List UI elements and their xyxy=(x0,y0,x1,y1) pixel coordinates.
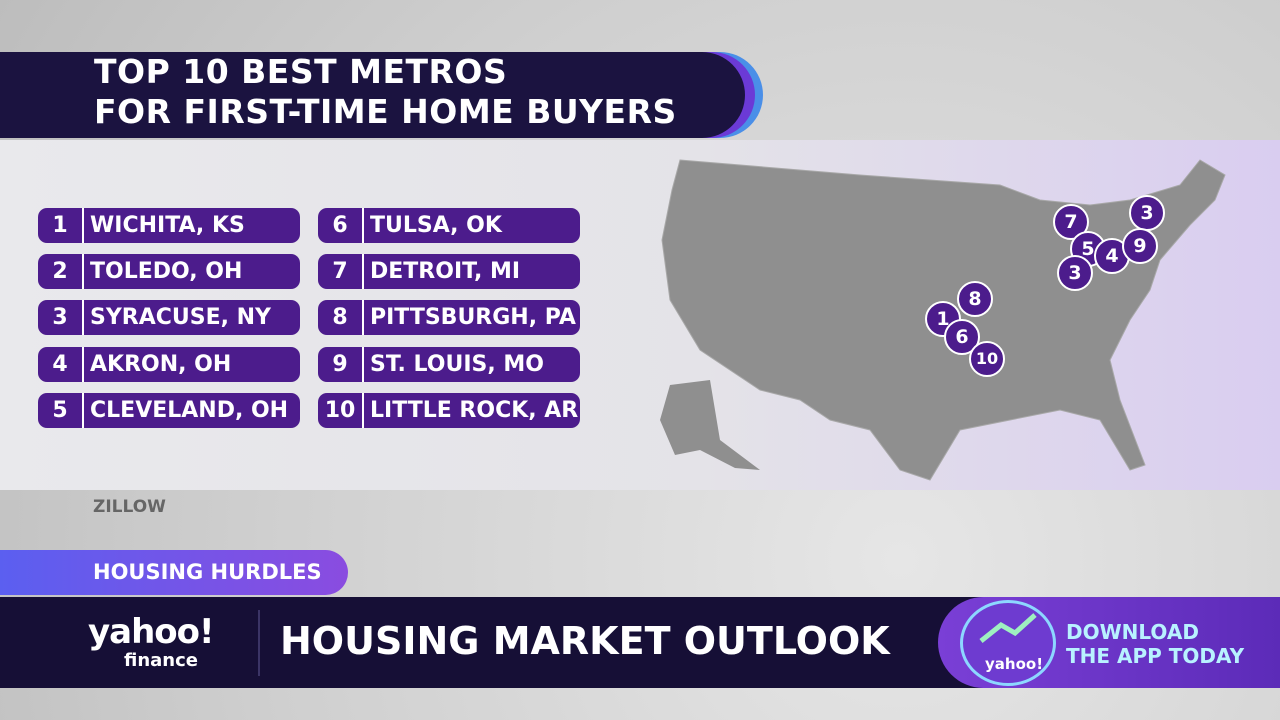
map-marker: 10 xyxy=(969,341,1005,377)
metro: ST. LOUIS, MO xyxy=(370,352,544,377)
map-marker: 8 xyxy=(957,281,993,317)
metro: TOLEDO, OH xyxy=(90,259,243,284)
brand-logo: yahoo! xyxy=(88,612,215,652)
rank: 9 xyxy=(318,347,364,382)
metro: LITTLE ROCK, AR xyxy=(370,398,579,423)
promo-line: DOWNLOAD xyxy=(1066,620,1199,644)
app-icon xyxy=(960,600,1056,686)
promo-text: DOWNLOAD THE APP TODAY xyxy=(1066,620,1244,668)
rank: 6 xyxy=(318,208,364,243)
list-item: 2 TOLEDO, OH xyxy=(38,254,300,289)
headline: HOUSING MARKET OUTLOOK xyxy=(280,619,890,663)
metro: PITTSBURGH, PA xyxy=(370,305,576,330)
promo-line: THE APP TODAY xyxy=(1066,644,1245,668)
rank: 1 xyxy=(38,208,84,243)
title-bar: TOP 10 BEST METROS FOR FIRST-TIME HOME B… xyxy=(0,52,745,138)
title-line: FOR FIRST-TIME HOME BUYERS xyxy=(94,92,677,131)
rank: 5 xyxy=(38,393,84,428)
rank: 8 xyxy=(318,300,364,335)
metro: AKRON, OH xyxy=(90,352,232,377)
tag-text: HOUSING HURDLES xyxy=(93,560,322,584)
map-marker: 9 xyxy=(1122,228,1158,264)
rank: 7 xyxy=(318,254,364,289)
list-item: 3 SYRACUSE, NY xyxy=(38,300,300,335)
list-item: 4 AKRON, OH xyxy=(38,347,300,382)
list-item: 5 CLEVELAND, OH xyxy=(38,393,300,428)
map-marker: 3 xyxy=(1057,255,1093,291)
source: ZILLOW xyxy=(93,497,166,517)
rank: 4 xyxy=(38,347,84,382)
map-alaska xyxy=(660,380,760,470)
icon-chart xyxy=(979,613,1037,643)
rank: 10 xyxy=(318,393,364,428)
segment-tag: HOUSING HURDLES xyxy=(0,550,348,595)
map-marker: 3 xyxy=(1129,195,1165,231)
list-item: 9 ST. LOUIS, MO xyxy=(318,347,580,382)
metro: CLEVELAND, OH xyxy=(90,398,289,423)
rank: 3 xyxy=(38,300,84,335)
list-item: 10 LITTLE ROCK, AR xyxy=(318,393,580,428)
metro: TULSA, OK xyxy=(370,213,502,238)
list-item: 1 WICHITA, KS xyxy=(38,208,300,243)
metro: SYRACUSE, NY xyxy=(90,305,271,330)
divider xyxy=(258,610,260,676)
brand-sub: finance xyxy=(124,650,198,671)
rank: 2 xyxy=(38,254,84,289)
list-item: 8 PITTSBURGH, PA xyxy=(318,300,580,335)
app-icon-label: yahoo! xyxy=(985,655,1044,673)
metro: DETROIT, MI xyxy=(370,259,521,284)
list-item: 7 DETROIT, MI xyxy=(318,254,580,289)
metro: WICHITA, KS xyxy=(90,213,245,238)
title-line: TOP 10 BEST METROS xyxy=(94,52,508,91)
list-item: 6 TULSA, OK xyxy=(318,208,580,243)
